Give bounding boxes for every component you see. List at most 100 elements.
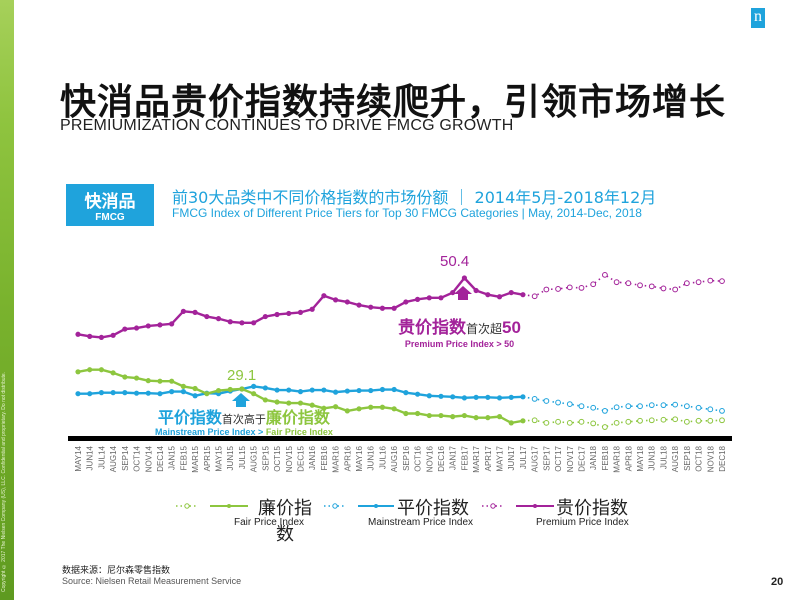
data-point-fair	[438, 412, 444, 419]
data-point-premium	[707, 277, 714, 284]
x-tick-label: NOV14	[144, 445, 153, 472]
x-tick-label: SEP18	[683, 445, 692, 470]
source-cn: 数据来源：尼尔森零售指数	[62, 566, 171, 576]
data-point-mainstream	[379, 386, 386, 393]
x-tick-label: DEC14	[156, 445, 165, 471]
data-point-fair	[110, 370, 116, 376]
data-point-premium	[169, 321, 175, 327]
data-point-fair	[602, 424, 608, 430]
data-point-fair	[473, 415, 479, 421]
data-point-fair	[145, 378, 151, 384]
data-point-fair	[169, 378, 175, 384]
data-point-mainstream	[683, 403, 690, 410]
data-point-fair	[98, 367, 105, 373]
data-point-mainstream	[426, 393, 432, 399]
x-tick-label: JAN16	[308, 445, 317, 470]
source-en: Source: Nielsen Retail Measurement Servi…	[62, 576, 242, 586]
data-point-fair	[157, 378, 163, 384]
data-point-fair	[133, 375, 140, 381]
data-point-mainstream	[87, 391, 93, 397]
data-point-mainstream	[555, 399, 561, 406]
data-point-mainstream	[707, 406, 714, 413]
data-point-premium	[461, 275, 467, 281]
data-point-mainstream	[286, 387, 292, 393]
data-point-premium	[157, 322, 163, 328]
crossover-value-label: 29.1	[227, 367, 257, 384]
data-point-fair	[262, 397, 268, 403]
data-point-mainstream	[438, 393, 444, 399]
series-line-premium-dotted	[522, 273, 723, 298]
data-point-mainstream	[719, 407, 725, 414]
data-point-fair	[461, 412, 467, 419]
x-tick-label: MAY17	[496, 445, 505, 471]
data-point-fair	[356, 406, 362, 412]
data-point-premium	[648, 283, 655, 290]
data-point-fair	[719, 417, 725, 424]
x-tick-label: JUL15	[238, 445, 247, 469]
data-point-fair	[286, 400, 292, 406]
page-number: 20	[771, 576, 784, 588]
badge-label-en: FMCG	[95, 212, 125, 223]
data-point-premium	[403, 299, 409, 305]
premium-up-arrow-icon	[454, 286, 472, 300]
legend-fair-cn: 廉价指数	[258, 498, 312, 545]
data-point-fair	[414, 410, 421, 417]
x-tick-label: DEC16	[437, 445, 446, 471]
data-point-premium	[297, 309, 304, 315]
chart-subtitle-en: FMCG Index of Different Price Tiers for …	[172, 206, 642, 220]
data-point-premium	[613, 279, 620, 286]
x-tick-label: JAN18	[589, 445, 598, 470]
x-tick-label: DEC15	[296, 445, 305, 471]
data-point-mainstream	[157, 391, 163, 397]
legend-premium-swatches-icon	[482, 503, 554, 509]
data-point-premium	[251, 320, 257, 326]
data-point-fair	[520, 418, 526, 424]
data-point-fair	[403, 410, 409, 417]
premium-annot-en: Premium Price Index > 50	[404, 339, 515, 349]
data-point-premium	[321, 293, 327, 299]
data-point-fair	[379, 404, 386, 410]
data-point-premium	[309, 306, 315, 312]
data-point-premium	[239, 320, 245, 326]
x-tick-label: FEB17	[460, 445, 469, 470]
data-point-premium	[192, 309, 198, 315]
x-tick-label: JAN15	[168, 445, 177, 470]
data-point-mainstream	[543, 398, 550, 404]
x-tick-label: MAY18	[636, 445, 645, 471]
x-tick-label: DEC17	[577, 445, 586, 471]
x-tick-label: FEB18	[601, 445, 610, 470]
x-tick-label: MAR15	[191, 445, 200, 472]
data-point-mainstream	[180, 389, 186, 395]
crossover-annot-en: Mainstream Price Index > Fair Price Inde…	[155, 427, 333, 437]
x-tick-label: MAY14	[74, 445, 83, 471]
data-point-premium	[637, 282, 643, 289]
premium-annot-num: 50	[502, 318, 521, 337]
data-point-fair	[637, 417, 643, 424]
x-tick-label: APR18	[624, 445, 633, 471]
data-point-fair	[344, 408, 350, 414]
data-point-mainstream	[648, 402, 655, 409]
data-point-fair	[391, 406, 397, 412]
data-point-fair	[204, 391, 210, 397]
data-point-mainstream	[169, 389, 175, 395]
data-point-premium	[531, 293, 538, 300]
data-point-premium	[438, 295, 444, 301]
data-point-fair	[531, 417, 538, 424]
data-point-fair	[215, 387, 222, 394]
data-point-premium	[660, 285, 667, 292]
data-point-fair	[426, 412, 432, 419]
x-tick-label: MAY15	[215, 445, 224, 471]
nielsen-logo-icon: n	[751, 8, 765, 28]
premium-annot-rest: 首次超	[466, 322, 503, 336]
data-point-premium	[695, 279, 702, 286]
data-point-mainstream	[485, 394, 491, 400]
x-tick-label: AUG17	[531, 445, 540, 472]
data-point-premium	[543, 286, 550, 293]
data-point-mainstream	[496, 395, 503, 401]
data-point-premium	[578, 285, 585, 291]
fmcg-badge: 快消品 FMCG	[66, 184, 154, 226]
legend-premium-cn: 贵价指数	[556, 498, 628, 519]
x-tick-label: JUL16	[378, 445, 387, 469]
data-point-fair	[274, 399, 280, 405]
x-tick-label: MAY16	[355, 445, 364, 471]
